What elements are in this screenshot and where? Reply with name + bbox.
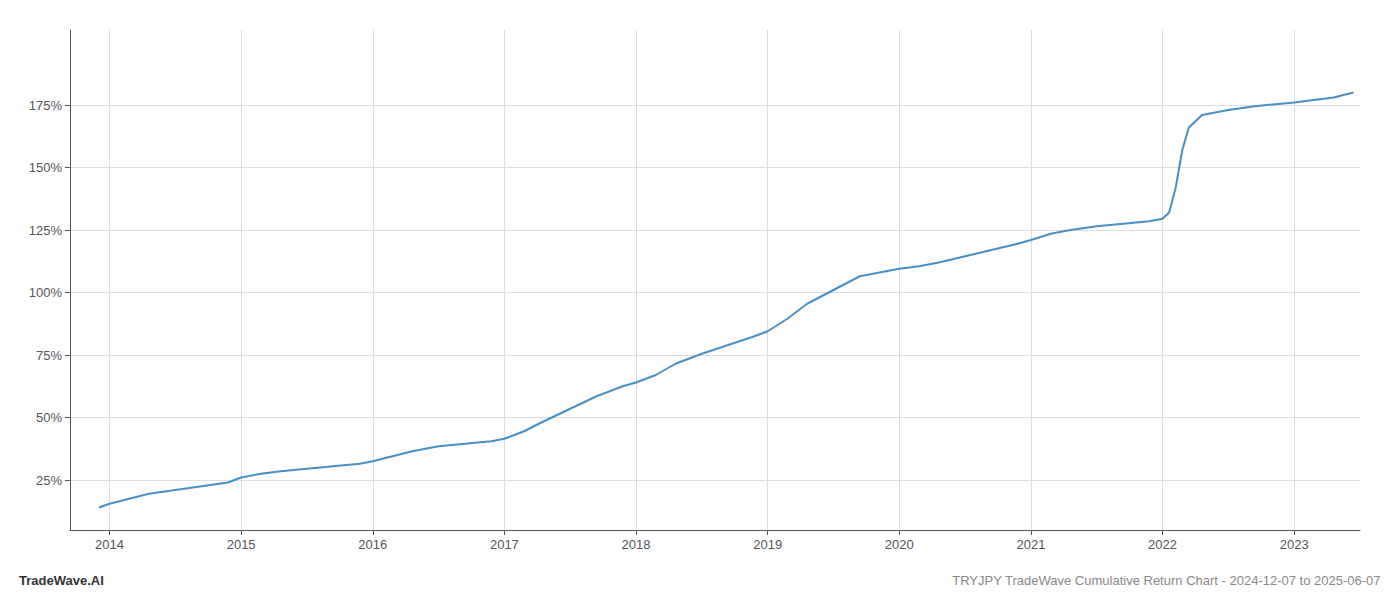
svg-text:50%: 50%	[36, 410, 62, 425]
svg-text:75%: 75%	[36, 348, 62, 363]
svg-text:25%: 25%	[36, 473, 62, 488]
svg-text:2016: 2016	[358, 537, 387, 552]
svg-text:2018: 2018	[622, 537, 651, 552]
svg-text:125%: 125%	[29, 223, 63, 238]
svg-text:TRYJPY TradeWave Cumulative Re: TRYJPY TradeWave Cumulative Return Chart…	[952, 573, 1380, 588]
svg-text:2014: 2014	[95, 537, 124, 552]
svg-text:2023: 2023	[1280, 537, 1309, 552]
svg-text:175%: 175%	[29, 98, 63, 113]
svg-text:100%: 100%	[29, 285, 63, 300]
svg-text:2015: 2015	[227, 537, 256, 552]
svg-text:2020: 2020	[885, 537, 914, 552]
svg-text:2021: 2021	[1016, 537, 1045, 552]
svg-text:2017: 2017	[490, 537, 519, 552]
svg-text:2019: 2019	[753, 537, 782, 552]
svg-text:TradeWave.AI: TradeWave.AI	[19, 573, 104, 588]
svg-text:150%: 150%	[29, 160, 63, 175]
svg-text:2022: 2022	[1148, 537, 1177, 552]
